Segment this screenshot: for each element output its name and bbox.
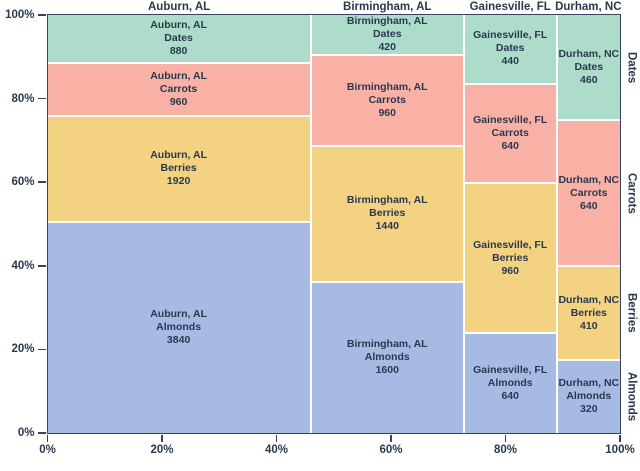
cell-label-line: Almonds [156, 321, 202, 334]
cell-auburn-al-berries: Auburn, AL Berries 1920 [47, 117, 310, 221]
cell-label-line: 880 [169, 45, 188, 58]
x-tick-mark [275, 434, 278, 442]
column-header-gainesville-fl: Gainesville, FL [469, 1, 551, 13]
cell-label-line: Almonds [487, 377, 533, 390]
x-tick-mark [504, 434, 507, 442]
cell-label-line: Dates [372, 27, 402, 40]
cell-label-line: Durham, NC [558, 377, 620, 390]
cell-label-line: Gainesville, FL [473, 238, 548, 251]
x-tick-mark [161, 434, 163, 442]
cell-durham-nc-almonds: Durham, NC Almonds 320 [557, 360, 620, 433]
cell-durham-nc-dates: Durham, NC Dates 460 [557, 15, 620, 120]
x-tick-label: 40% [264, 444, 289, 456]
y-tick-mark [38, 97, 46, 100]
cell-label-line: 410 [580, 319, 598, 332]
cell-durham-nc-berries: Durham, NC Berries 410 [557, 267, 620, 359]
cell-label-line: Carrots [491, 127, 529, 140]
x-tick-label: 60% [379, 444, 403, 456]
cell-label-line: 640 [501, 140, 519, 153]
row-label-carrots: Carrots [625, 172, 638, 214]
cell-label-line: Gainesville, FL [473, 29, 548, 42]
cell-birmingham-al-dates: Birmingham, AL Dates 420 [311, 14, 463, 54]
cell-label-line: Carrots [159, 83, 198, 96]
cell-label-line: 960 [378, 106, 396, 119]
x-tick-label: 20% [150, 444, 174, 456]
cell-label-line: 3840 [166, 334, 191, 347]
y-tick-mark [38, 14, 46, 16]
cell-label-line: Durham, NC [558, 293, 620, 306]
cell-label-line: Auburn, AL [150, 19, 207, 32]
cell-label-line: Almonds [364, 351, 410, 364]
x-tick-mark [390, 434, 392, 442]
cell-gainesville-fl-berries: Gainesville, FL Berries 960 [464, 184, 556, 333]
cell-label-line: Carrots [368, 93, 406, 106]
cell-label-line: Gainesville, FL [473, 114, 548, 127]
cell-label-line: 440 [501, 55, 519, 68]
cell-birmingham-al-berries: Birmingham, AL Berries 1440 [311, 146, 463, 281]
y-tick-label: 20% [11, 343, 35, 356]
x-tick-mark [46, 434, 49, 442]
cell-label-line: Berries [369, 207, 406, 220]
cell-label-line: Birmingham, AL [346, 80, 428, 93]
cell-birmingham-al-almonds: Birmingham, AL Almonds 1600 [311, 282, 463, 433]
y-tick-mark [38, 348, 46, 351]
cell-auburn-al-almonds: Auburn, AL Almonds 3840 [47, 222, 310, 433]
cell-label-line: Berries [570, 306, 607, 319]
cell-label-line: 640 [501, 390, 519, 403]
cell-label-line: Berries [160, 162, 197, 175]
row-label-dates: Dates [625, 51, 638, 84]
cell-label-line: Auburn, AL [150, 70, 207, 83]
column-header-auburn-al: Auburn, AL [148, 1, 211, 13]
cell-auburn-al-carrots: Auburn, AL Carrots 960 [47, 64, 310, 116]
cell-label-line: Gainesville, FL [473, 364, 548, 377]
cell-label-line: Carrots [570, 186, 608, 199]
cell-label-line: 1440 [375, 220, 399, 233]
y-tick-label: 40% [11, 259, 35, 272]
x-tick-label: 0% [39, 444, 56, 456]
cell-label-line: Birmingham, AL [346, 14, 428, 27]
y-tick-label: 60% [11, 176, 35, 189]
row-label-almonds: Almonds [625, 371, 638, 422]
y-tick-label: 100% [5, 9, 35, 21]
cell-label-line: 960 [501, 264, 519, 277]
y-tick-mark [38, 265, 46, 267]
y-tick-label: 80% [11, 92, 35, 105]
cell-label-line: 1920 [166, 175, 191, 188]
cell-label-line: Almonds [566, 390, 612, 403]
cell-label-line: Dates [574, 60, 604, 73]
y-tick-mark [38, 432, 46, 434]
cell-label-line: Berries [492, 251, 529, 264]
cell-label-line: Dates [164, 32, 193, 45]
cell-label-line: Dates [495, 42, 525, 55]
cell-label-line: 320 [580, 403, 598, 416]
cell-gainesville-fl-almonds: Gainesville, FL Almonds 640 [464, 334, 556, 433]
cell-label-line: 960 [169, 96, 188, 109]
x-tick-label: 100% [605, 444, 635, 456]
y-tick-label: 0% [17, 427, 35, 439]
cell-label-line: 420 [378, 40, 396, 53]
x-tick-mark [619, 434, 621, 442]
cell-label-line: 640 [580, 199, 598, 212]
cell-label-line: Birmingham, AL [346, 194, 428, 207]
cell-durham-nc-carrots: Durham, NC Carrots 640 [557, 121, 620, 266]
cell-gainesville-fl-dates: Gainesville, FL Dates 440 [464, 15, 556, 83]
cell-label-line: Birmingham, AL [346, 338, 428, 351]
x-tick-label: 80% [493, 444, 518, 456]
cell-auburn-al-dates: Auburn, AL Dates 880 [47, 15, 310, 63]
cell-label-line: Auburn, AL [150, 308, 207, 321]
row-label-berries: Berries [625, 293, 638, 333]
y-tick-mark [38, 181, 46, 183]
cell-label-line: Auburn, AL [150, 149, 207, 162]
cell-label-line: 1600 [375, 364, 399, 377]
cell-label-line: Durham, NC [558, 173, 620, 186]
cell-gainesville-fl-carrots: Gainesville, FL Carrots 640 [464, 84, 556, 183]
cell-birmingham-al-carrots: Birmingham, AL Carrots 960 [311, 55, 463, 145]
cell-label-line: Durham, NC [558, 47, 620, 60]
cell-label-line: 460 [580, 73, 598, 86]
column-header-birmingham-al: Birmingham, AL [343, 1, 432, 13]
column-header-durham-nc: Durham, NC [555, 1, 622, 13]
